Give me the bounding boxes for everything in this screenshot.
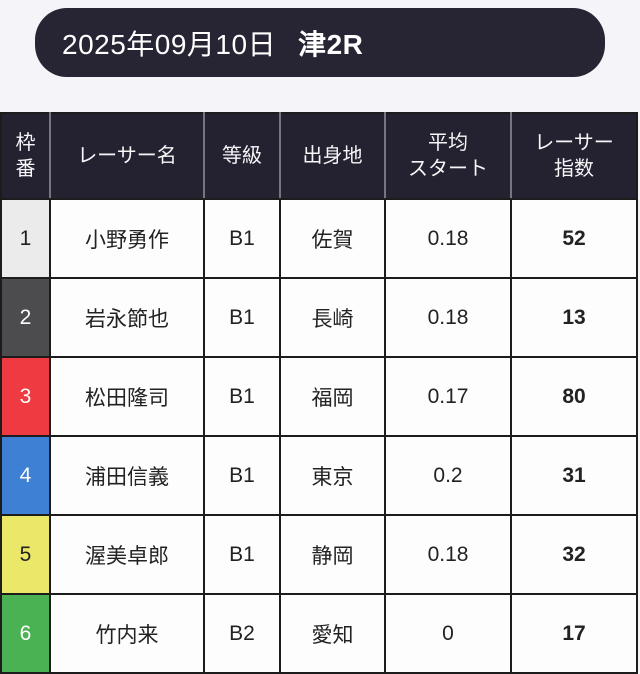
frame-number-cell: 1 [0, 198, 51, 279]
avg-start-cell: 0.18 [384, 277, 512, 358]
racer-name-cell: 渥美卓郎 [49, 514, 205, 595]
racer-index-cell: 80 [510, 356, 638, 437]
frame-number-cell: 2 [0, 277, 51, 358]
avg-start-cell: 0.18 [384, 198, 512, 279]
origin-cell: 東京 [279, 435, 386, 516]
table-row: 2 岩永節也 B1 長崎 0.18 13 [0, 277, 638, 358]
race-date: 2025年09月10日 [62, 28, 277, 60]
avg-start-cell: 0 [384, 593, 512, 674]
column-header-avg-start: 平均 スタート [384, 112, 512, 200]
racer-index-cell: 52 [510, 198, 638, 279]
racer-table: 枠 番 レーサー名 等級 出身地 平均 スタート レーサー 指数 1 小野勇作 … [0, 112, 638, 674]
racer-index-cell: 31 [510, 435, 638, 516]
column-header-waku: 枠 番 [0, 112, 51, 200]
table-row: 4 浦田信義 B1 東京 0.2 31 [0, 435, 638, 516]
table-header-row: 枠 番 レーサー名 等級 出身地 平均 スタート レーサー 指数 [0, 112, 638, 200]
table-row: 6 竹内来 B2 愛知 0 17 [0, 593, 638, 674]
grade-cell: B1 [203, 277, 281, 358]
racer-index-cell: 17 [510, 593, 638, 674]
frame-number-cell: 4 [0, 435, 51, 516]
frame-number-cell: 6 [0, 593, 51, 674]
origin-cell: 福岡 [279, 356, 386, 437]
grade-cell: B1 [203, 514, 281, 595]
racer-name-cell: 松田隆司 [49, 356, 205, 437]
race-title: 津2R [298, 28, 364, 60]
origin-cell: 長崎 [279, 277, 386, 358]
racer-index-cell: 32 [510, 514, 638, 595]
racer-name-cell: 小野勇作 [49, 198, 205, 279]
avg-start-cell: 0.17 [384, 356, 512, 437]
origin-cell: 愛知 [279, 593, 386, 674]
racer-name-cell: 竹内来 [49, 593, 205, 674]
frame-number-cell: 3 [0, 356, 51, 437]
column-header-origin: 出身地 [279, 112, 386, 200]
grade-cell: B2 [203, 593, 281, 674]
grade-cell: B1 [203, 198, 281, 279]
avg-start-cell: 0.18 [384, 514, 512, 595]
grade-cell: B1 [203, 356, 281, 437]
grade-cell: B1 [203, 435, 281, 516]
table-row: 5 渥美卓郎 B1 静岡 0.18 32 [0, 514, 638, 595]
table-row: 3 松田隆司 B1 福岡 0.17 80 [0, 356, 638, 437]
column-header-index: レーサー 指数 [510, 112, 638, 200]
racer-index-cell: 13 [510, 277, 638, 358]
avg-start-cell: 0.2 [384, 435, 512, 516]
race-header: 2025年09月10日 津2R [35, 8, 605, 77]
frame-number-cell: 5 [0, 514, 51, 595]
column-header-grade: 等級 [203, 112, 281, 200]
racer-name-cell: 岩永節也 [49, 277, 205, 358]
table-row: 1 小野勇作 B1 佐賀 0.18 52 [0, 198, 638, 279]
origin-cell: 静岡 [279, 514, 386, 595]
racer-name-cell: 浦田信義 [49, 435, 205, 516]
column-header-name: レーサー名 [49, 112, 205, 200]
origin-cell: 佐賀 [279, 198, 386, 279]
